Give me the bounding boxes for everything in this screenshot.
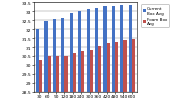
Bar: [112, 6, 115, 112]
Bar: [95, 9, 98, 112]
Legend: Current
Box Avg, Foam Box
Avg: Current Box Avg, Foam Box Avg: [141, 5, 169, 28]
Bar: [61, 19, 64, 112]
Bar: [48, 57, 51, 112]
Bar: [44, 22, 48, 112]
Bar: [78, 12, 81, 112]
Bar: [98, 47, 101, 112]
Bar: [39, 60, 42, 112]
Bar: [103, 7, 107, 112]
Bar: [73, 54, 76, 112]
Bar: [132, 40, 135, 112]
Bar: [129, 6, 132, 112]
Bar: [81, 52, 85, 112]
Bar: [120, 6, 123, 112]
Bar: [123, 41, 127, 112]
Bar: [86, 10, 90, 112]
Bar: [56, 56, 59, 112]
Bar: [115, 42, 118, 112]
Bar: [70, 14, 73, 112]
Bar: [107, 44, 110, 112]
Bar: [90, 50, 93, 112]
Bar: [64, 56, 68, 112]
Bar: [36, 30, 39, 112]
Bar: [53, 20, 56, 112]
